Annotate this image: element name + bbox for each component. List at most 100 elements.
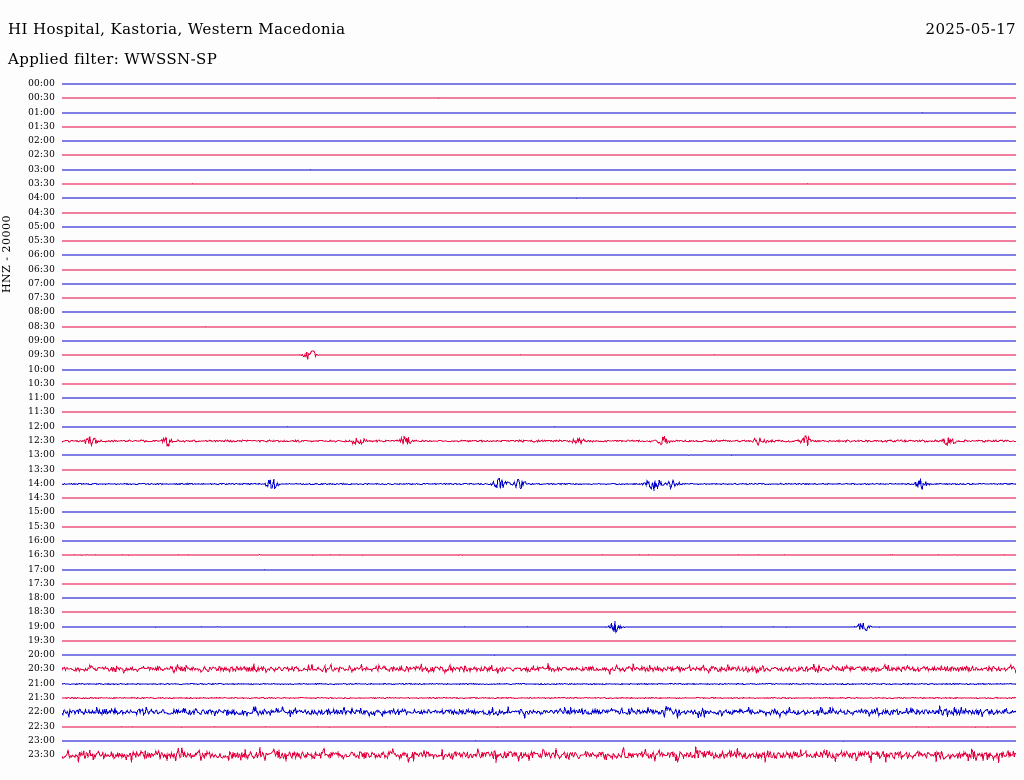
helicorder-row: 02:30 [0, 151, 1024, 165]
helicorder-row: 08:00 [0, 308, 1024, 322]
helicorder-row: 19:00 [0, 620, 1024, 637]
row-time-label: 22:00 [28, 707, 55, 718]
row-time-label: 22:30 [28, 721, 55, 732]
helicorder-row: 00:00 [0, 80, 1024, 94]
date-label: 2025-05-17 [925, 20, 1016, 38]
seismic-trace [62, 328, 1016, 354]
seismic-trace [62, 257, 1016, 283]
helicorder-row: 20:00 [0, 651, 1024, 665]
helicorder-row: 06:00 [0, 251, 1024, 265]
helicorder-row: 03:30 [0, 178, 1024, 194]
seismic-trace [62, 728, 1016, 754]
row-time-label: 17:00 [28, 564, 55, 575]
helicorder-row: 18:00 [0, 594, 1024, 608]
row-time-label: 06:30 [28, 264, 55, 275]
seismic-trace [62, 485, 1016, 511]
helicorder-row: 20:30 [0, 663, 1024, 679]
helicorder-row: 19:30 [0, 635, 1024, 651]
seismic-trace [62, 142, 1016, 168]
helicorder-row: 02:00 [0, 137, 1024, 151]
helicorder-row: 01:30 [0, 121, 1024, 137]
row-time-label: 03:00 [28, 164, 55, 175]
seismic-trace [62, 514, 1016, 540]
helicorder-row: 11:00 [0, 394, 1024, 408]
seismic-trace [62, 299, 1016, 325]
seismic-trace [62, 671, 1016, 697]
seismic-trace [62, 399, 1016, 425]
seismic-trace [62, 656, 1016, 682]
row-time-label: 14:30 [28, 493, 55, 504]
seismic-trace [62, 71, 1016, 97]
seismic-trace [62, 342, 1016, 368]
row-time-label: 23:00 [28, 735, 55, 746]
seismic-trace [62, 200, 1016, 226]
row-time-label: 11:30 [28, 407, 55, 418]
seismic-trace [62, 371, 1016, 397]
helicorder-row: 08:30 [0, 322, 1024, 337]
seismic-trace [62, 699, 1016, 725]
seismic-trace [62, 614, 1016, 640]
row-time-label: 11:00 [28, 393, 55, 404]
helicorder-row: 01:00 [0, 108, 1024, 123]
seismic-trace [62, 185, 1016, 211]
helicorder-row: 05:00 [0, 221, 1024, 237]
seismic-trace [62, 442, 1016, 468]
row-time-label: 19:00 [28, 621, 55, 632]
row-time-label: 06:00 [28, 250, 55, 261]
seismic-trace [62, 414, 1016, 440]
seismic-trace [62, 542, 1016, 568]
seismic-trace [62, 628, 1016, 654]
helicorder-row: 06:30 [0, 264, 1024, 280]
seismic-trace [62, 100, 1016, 126]
row-time-label: 03:30 [28, 178, 55, 189]
seismic-trace [62, 157, 1016, 183]
row-time-label: 04:00 [28, 193, 55, 204]
helicorder-row: 14:30 [0, 494, 1024, 508]
helicorder-row: 07:30 [0, 294, 1024, 308]
helicorder-row: 21:30 [0, 694, 1024, 708]
helicorder-row: 04:30 [0, 207, 1024, 223]
helicorder-row: 14:00 [0, 477, 1024, 494]
row-time-label: 15:30 [28, 521, 55, 532]
row-time-label: 01:30 [28, 121, 55, 132]
seismic-trace [62, 428, 1016, 454]
row-time-label: 19:30 [28, 635, 55, 646]
seismic-trace [62, 242, 1016, 268]
row-time-label: 13:30 [28, 464, 55, 475]
seismic-trace [62, 85, 1016, 111]
seismic-trace [62, 528, 1016, 554]
helicorder-row: 04:00 [0, 194, 1024, 208]
seismic-trace [62, 285, 1016, 311]
helicorder-plot: 00:00 00:30 01:00 01:30 02:00 02:30 03:00 03:30… [0, 80, 1024, 780]
helicorder-row: 09:00 [0, 337, 1024, 351]
helicorder-row: 07:00 [0, 279, 1024, 294]
seismic-trace [62, 314, 1016, 340]
helicorder-row: 15:30 [0, 521, 1024, 537]
row-time-label: 20:00 [28, 650, 55, 661]
row-time-label: 17:30 [28, 578, 55, 589]
row-time-label: 18:30 [28, 607, 55, 618]
helicorder-row: 12:30 [0, 435, 1024, 451]
row-time-label: 16:30 [28, 550, 55, 561]
helicorder-row: 10:30 [0, 379, 1024, 394]
row-time-label: 15:00 [28, 507, 55, 518]
row-time-label: 08:00 [28, 307, 55, 318]
seismic-trace [62, 685, 1016, 711]
row-time-label: 02:30 [28, 150, 55, 161]
row-time-label: 10:00 [28, 364, 55, 375]
row-time-label: 04:30 [28, 207, 55, 218]
helicorder-row: 11:30 [0, 408, 1024, 422]
helicorder-row: 10:00 [0, 364, 1024, 380]
row-time-label: 02:00 [28, 136, 55, 147]
seismic-trace [62, 557, 1016, 583]
row-time-label: 13:00 [28, 450, 55, 461]
row-time-label: 00:30 [28, 93, 55, 104]
seismic-trace [62, 571, 1016, 597]
helicorder-row: 17:00 [0, 564, 1024, 580]
row-time-label: 23:30 [28, 750, 55, 761]
row-time-label: 21:00 [28, 678, 55, 689]
row-time-label: 05:00 [28, 221, 55, 232]
seismic-trace [62, 585, 1016, 611]
row-time-label: 00:00 [28, 79, 55, 89]
seismic-trace [62, 385, 1016, 411]
